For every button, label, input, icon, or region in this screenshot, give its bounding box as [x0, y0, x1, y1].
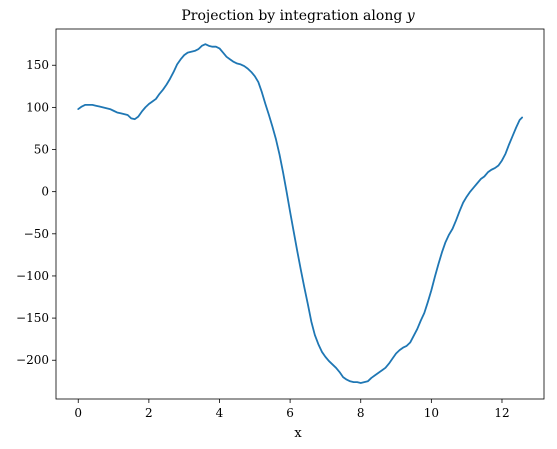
x-axis-label: x: [294, 426, 302, 441]
y-tick-label: −150: [16, 311, 49, 325]
plot-area: [77, 43, 524, 384]
x-tick-label: 0: [74, 406, 82, 420]
y-tick-label: −200: [16, 353, 49, 367]
chart-title-variable: y: [406, 8, 416, 24]
x-tick-label: 8: [357, 406, 365, 420]
axes-frame: [55, 28, 545, 400]
y-tick-label: 0: [41, 185, 49, 199]
y-tick-label: −50: [24, 227, 49, 241]
y-tick-label: −100: [16, 269, 49, 283]
y-tick-label: 100: [26, 100, 49, 114]
chart-title: Projection by integration along y: [181, 8, 415, 24]
chart-title-text: Projection by integration along: [181, 8, 402, 24]
x-axis: 0 2 4 6 8 10 12: [74, 399, 510, 420]
y-tick-label: 150: [26, 58, 49, 72]
y-tick-label: 50: [34, 143, 49, 157]
x-tick-label: 12: [494, 406, 509, 420]
x-tick-label: 2: [145, 406, 153, 420]
x-tick-label: 6: [286, 406, 294, 420]
y-axis: −200 −150 −100 −50 0 50 100 150: [16, 58, 56, 367]
x-tick-label: 4: [216, 406, 224, 420]
series-line: [77, 43, 524, 384]
x-tick-label: 10: [424, 406, 439, 420]
